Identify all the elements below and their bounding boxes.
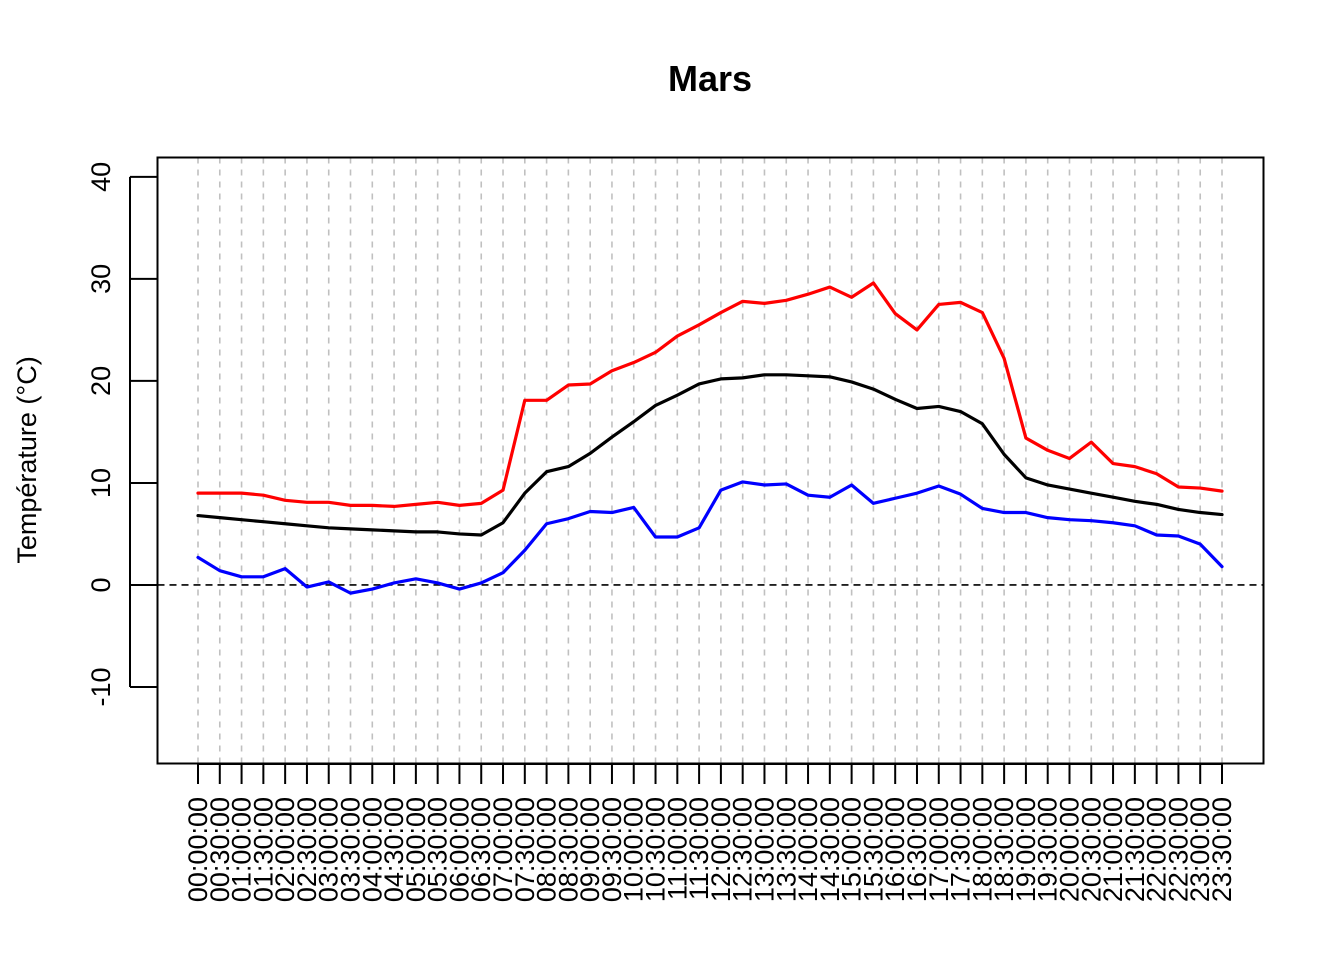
x-tick-label: 14:30:00 [815, 797, 845, 902]
x-tick-label: 09:00:00 [575, 797, 605, 902]
y-tick-label: -10 [86, 667, 116, 706]
x-tick-label: 23:00:00 [1185, 797, 1215, 902]
x-tick-label: 20:00:00 [1054, 797, 1084, 902]
x-tick-label: 11:00:00 [662, 797, 692, 900]
x-tick-label: 15:00:00 [837, 797, 867, 902]
x-tick-label: 03:30:00 [336, 797, 366, 902]
x-tick-label: 22:00:00 [1142, 797, 1172, 902]
x-tick-label: 03:00:00 [314, 797, 344, 902]
x-tick-label: 13:00:00 [749, 797, 779, 902]
x-tick-label: 04:30:00 [379, 797, 409, 902]
x-tick-label: 05:00:00 [401, 797, 431, 902]
x-tick-label: 21:30:00 [1120, 797, 1150, 902]
series-line-1 [196, 373, 1224, 537]
y-tick-label: 30 [86, 264, 116, 294]
x-tick-label: 18:00:00 [967, 797, 997, 902]
x-tick-label: 12:30:00 [728, 797, 758, 902]
x-tick-label: 12:00:00 [706, 797, 736, 902]
y-tick-label: 20 [86, 366, 116, 396]
series-line-0 [196, 281, 1224, 509]
x-tick-label: 11:30:00 [684, 797, 714, 900]
x-tick-label: 07:00:00 [488, 797, 518, 902]
x-tick-label: 04:00:00 [357, 797, 387, 902]
x-tick-label: 18:30:00 [989, 797, 1019, 902]
x-tick-label: 08:30:00 [553, 797, 583, 902]
x-tick-label: 05:30:00 [423, 797, 453, 902]
chart-title: Mars [668, 58, 752, 99]
x-tick-label: 00:00:00 [183, 797, 213, 902]
x-tick-label: 15:30:00 [858, 797, 888, 902]
x-tick-label: 01:00:00 [227, 797, 257, 902]
x-tick-label: 06:30:00 [466, 797, 496, 902]
x-tick-label: 22:30:00 [1163, 797, 1193, 902]
x-tick-label: 23:30:00 [1207, 797, 1237, 902]
y-tick-label: 10 [86, 468, 116, 498]
x-tick-label: 02:30:00 [292, 797, 322, 902]
y-tick-label: 0 [86, 577, 116, 592]
x-tick-label: 19:00:00 [1011, 797, 1041, 902]
y-axis: -10 0 10 20 30 40 [86, 162, 157, 707]
x-tick-label: 10:30:00 [641, 797, 671, 902]
series-line-2 [196, 480, 1224, 595]
x-tick-label: 13:30:00 [771, 797, 801, 902]
x-tick-label: 16:30:00 [902, 797, 932, 902]
x-tick-label: 17:00:00 [924, 797, 954, 902]
y-axis-label: Température (°C) [12, 356, 42, 563]
x-tick-label: 16:00:00 [880, 797, 910, 902]
x-axis: 00:00:0000:30:0001:00:0001:30:0002:00:00… [183, 763, 1237, 902]
x-tick-label: 21:00:00 [1098, 797, 1128, 902]
x-tick-label: 07:30:00 [510, 797, 540, 902]
x-tick-label: 19:30:00 [1033, 797, 1063, 902]
plot-frame [156, 156, 1265, 765]
x-tick-label: 20:30:00 [1076, 797, 1106, 902]
x-tick-label: 02:00:00 [270, 797, 300, 902]
x-tick-label: 10:00:00 [619, 797, 649, 902]
x-tick-label: 08:00:00 [532, 797, 562, 902]
x-tick-label: 06:00:00 [444, 797, 474, 902]
x-tick-label: 09:30:00 [597, 797, 627, 902]
x-tick-label: 14:00:00 [793, 797, 823, 902]
x-tick-label: 00:30:00 [205, 797, 235, 902]
x-tick-label: 17:30:00 [946, 797, 976, 902]
series-group [196, 281, 1224, 595]
vertical-grid [197, 157, 1223, 764]
x-tick-label: 01:30:00 [248, 797, 278, 902]
y-tick-label: 40 [86, 162, 116, 192]
